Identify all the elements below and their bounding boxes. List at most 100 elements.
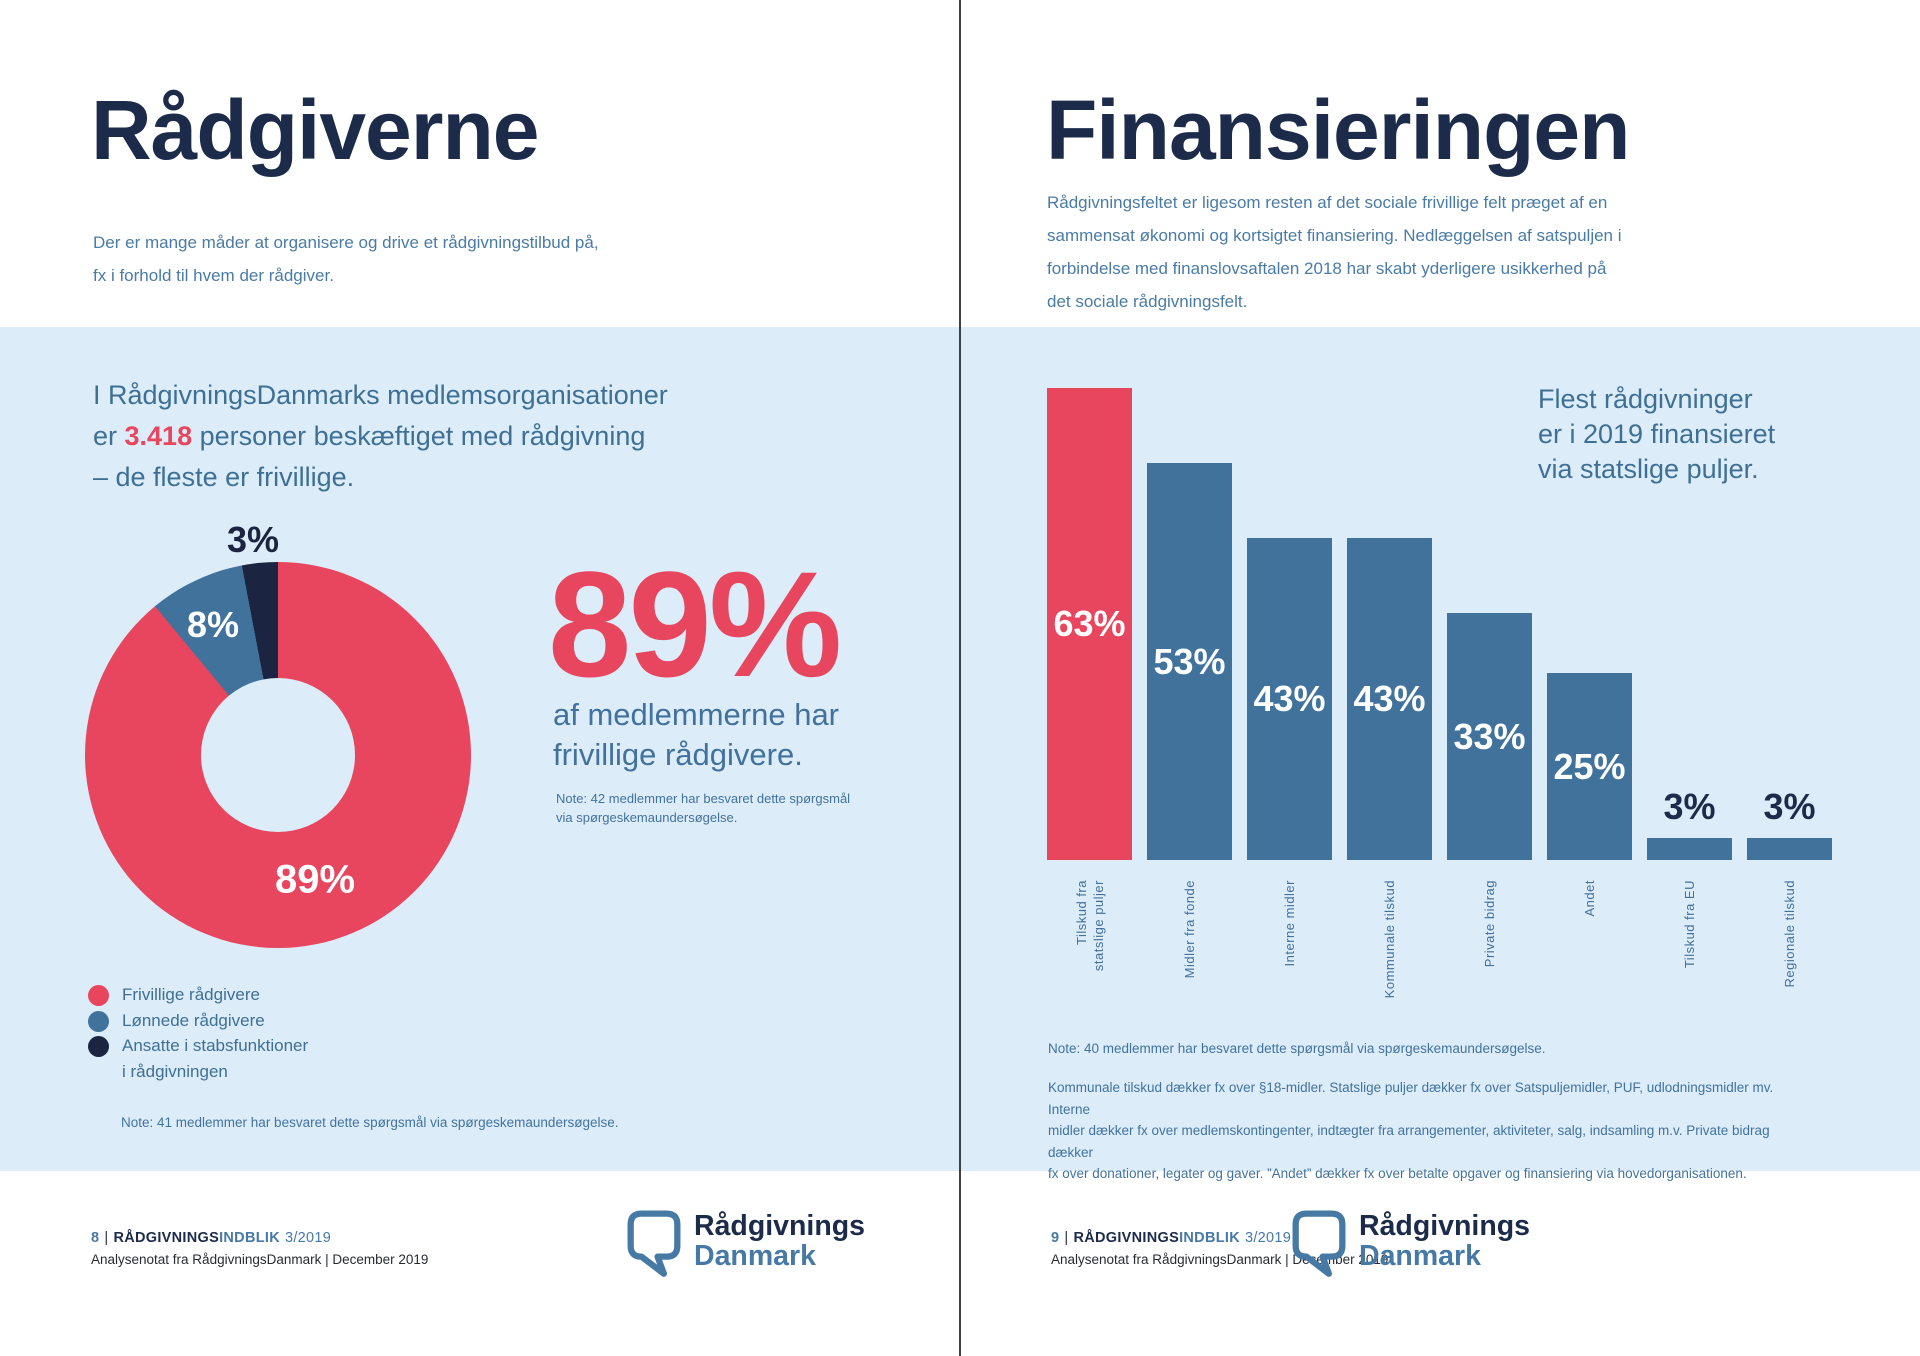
bar: 33%	[1447, 613, 1532, 860]
bar-value-label: 63%	[1053, 603, 1126, 644]
footer-brand-line: 9 | RÅDGIVNINGSINDBLIK 3/2019	[1051, 1230, 1388, 1246]
bar-value-label: 53%	[1153, 640, 1226, 682]
donut-hole	[201, 678, 355, 832]
bar-category-label: Kommunale tilskud	[1382, 880, 1397, 999]
footer-separator: |	[1064, 1230, 1069, 1246]
legend-item: Lønnede rådgivere	[88, 1008, 308, 1034]
donut-slice-label: 3%	[226, 519, 280, 560]
donut-slice-label: 8%	[186, 604, 240, 645]
logo-line-2: Danmark	[1359, 1239, 1481, 1272]
bar-category-label: Private bidrag	[1482, 880, 1497, 968]
content-panel: Flest rådgivninger er i 2019 finansieret…	[960, 327, 1920, 1181]
footer-brand-1: RÅDGIVNINGS	[113, 1230, 220, 1246]
bar-value-label: 43%	[1253, 678, 1326, 719]
bar-chart: 63% 53% 43% 43% 33% 25% 3% 3%	[1047, 388, 1832, 860]
footer-issue: 3/2019	[1244, 1230, 1292, 1246]
bar-category-cell: Private bidrag	[1447, 880, 1532, 1060]
bar-column: 25%	[1547, 673, 1632, 860]
footer-separator: |	[104, 1230, 109, 1246]
donut-slice-label: 89%	[274, 857, 356, 902]
bar-category-cell: Tilskud fra statslige puljer	[1047, 880, 1132, 1060]
bar-category-label: Tilskud fra statslige puljer	[1073, 880, 1106, 972]
bar: 63%	[1047, 388, 1132, 860]
bar-category-label: Interne midler	[1282, 880, 1297, 967]
page-footer: 8 | RÅDGIVNINGSINDBLIK 3/2019 Analysenotat …	[91, 1230, 428, 1267]
logo-line-1: Rådgivnings	[694, 1210, 866, 1242]
heading-text-post: personer beskæftiget med rådgivning – de…	[93, 421, 646, 492]
content-panel: I RådgivningsDanmarks medlemsorganisatio…	[0, 327, 960, 1171]
legend-dot	[88, 1036, 109, 1057]
legend-item: Frivillige rådgivere	[88, 982, 308, 1008]
panel-note: Note: 41 medlemmer har besvaret dette sp…	[121, 1115, 619, 1130]
page-divider	[959, 0, 961, 1356]
bar-chart-category-labels: Tilskud fra statslige puljer Midler fra fo…	[1047, 880, 1832, 1060]
chart-explanation: Kommunale tilskud dækker fx over §18-mid…	[1048, 1080, 1774, 1181]
bar-value-label: 25%	[1553, 745, 1626, 787]
bar-value-label: 3%	[1763, 786, 1816, 827]
panel-heading: I RådgivningsDanmarks medlemsorganisatio…	[93, 375, 668, 498]
bar-column: 63%	[1047, 388, 1132, 860]
brand-logo: Rådgivnings Danmark	[1292, 1210, 1530, 1285]
bar-category-cell: Andet	[1547, 880, 1632, 1060]
bar: 53%	[1147, 463, 1232, 860]
bar: 43%	[1247, 538, 1332, 860]
chart-lead-text: Flest rådgivninger er i 2019 finansieret…	[1538, 384, 1776, 484]
logo-text: Rådgivnings Danmark	[694, 1210, 865, 1271]
legend-label: Frivillige rådgivere	[122, 985, 260, 1004]
page-title: Rådgiverne	[91, 83, 539, 177]
page-left: Rådgiverne Der er mange måder at organis…	[0, 83, 960, 1285]
bar: 25%	[1547, 673, 1632, 860]
page-number: 8	[91, 1230, 100, 1246]
bar-category-cell: Interne midler	[1247, 880, 1332, 1060]
intro-text: Rådgivningsfeltet er ligesom resten af d…	[1047, 193, 1622, 311]
legend-label: Lønnede rådgivere	[122, 1010, 265, 1030]
legend-label: Ansatte i stabsfunktioner i rådgivningen	[122, 1036, 309, 1081]
donut-chart	[85, 562, 471, 948]
bar-column: 53%	[1147, 463, 1232, 860]
bar-category-cell: Kommunale tilskud	[1347, 880, 1432, 1060]
footer-issue: 3/2019	[284, 1230, 332, 1246]
brand-logo: Rådgivnings Danmark	[627, 1210, 865, 1285]
legend-item: Ansatte i stabsfunktioner i rådgivningen	[88, 1033, 308, 1084]
bar-column: 3%	[1647, 786, 1732, 860]
bar-category-label: Andet	[1582, 880, 1597, 917]
logo-line-2: Danmark	[694, 1239, 816, 1272]
page-right: Finansieringen Rådgivningsfeltet er lige…	[960, 0, 1920, 1356]
legend-dot	[88, 1010, 109, 1032]
bar-category-cell: Midler fra fonde	[1147, 880, 1232, 1060]
heading-text-pre: I RådgivningsDanmarks medlemsorganisatio…	[93, 380, 668, 451]
speech-bubble-icon	[627, 1210, 681, 1285]
big-stat-value: 89%	[548, 540, 842, 708]
bar-category-label: Tilskud fra EU	[1682, 880, 1697, 969]
bar-category-cell: Tilskud fra EU	[1647, 880, 1732, 1060]
footer-credit-line: Analysenotat fra RådgivningsDanmark | De…	[91, 1252, 429, 1267]
bar: 3%	[1747, 786, 1832, 860]
donut-legend: Frivillige rådgivere Lønnede rådgivere Ans…	[88, 982, 308, 1084]
bar-value-label: 43%	[1353, 678, 1426, 719]
bar-category-label: Regionale tilskud	[1782, 880, 1797, 988]
bar-category-cell: Regionale tilskud	[1747, 880, 1832, 1060]
page-title: Finansieringen	[1046, 83, 1630, 177]
footer-brand-line: 8 | RÅDGIVNINGSINDBLIK 3/2019	[91, 1230, 428, 1246]
big-stat-caption: af medlemmerne har frivillige rådgivere.	[553, 697, 840, 772]
bar: 3%	[1647, 786, 1732, 860]
intro-text: Der er mange måder at organisere og driv…	[93, 233, 599, 285]
bar-value-label: 3%	[1663, 786, 1716, 827]
bar-column: 33%	[1447, 613, 1532, 860]
bar-column: 43%	[1347, 538, 1432, 860]
page-number: 9	[1051, 1230, 1060, 1246]
bar-column: 43%	[1247, 538, 1332, 860]
big-stat-note: Note: 42 medlemmer har besvaret dette sp…	[556, 791, 851, 825]
chart-note: Note: 40 medlemmer har besvaret dette sp…	[1048, 1041, 1546, 1056]
bar-value-label: 33%	[1453, 715, 1526, 757]
heading-highlight-number: 3.418	[124, 421, 193, 451]
logo-line-1: Rådgivnings	[1359, 1210, 1531, 1242]
footer-brand-2: INDBLIK	[1179, 1230, 1240, 1246]
bar: 43%	[1347, 538, 1432, 860]
logo-text: Rådgivnings Danmark	[1359, 1210, 1530, 1271]
footer-brand-2: INDBLIK	[219, 1230, 280, 1246]
footer-brand-1: RÅDGIVNINGS	[1073, 1230, 1180, 1246]
bar-column: 3%	[1747, 786, 1832, 860]
bar-category-label: Midler fra fonde	[1182, 880, 1197, 979]
